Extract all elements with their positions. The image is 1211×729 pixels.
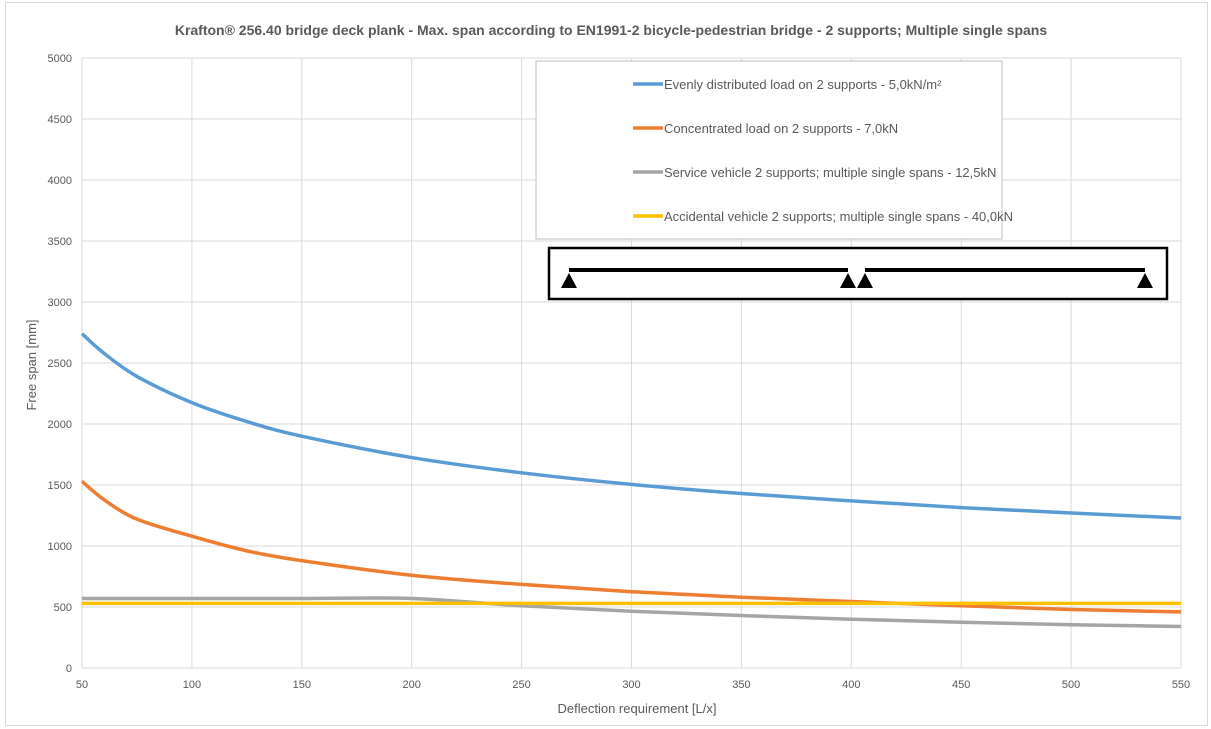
y-tick-label: 3500 xyxy=(48,236,72,248)
y-tick-label: 2000 xyxy=(48,419,72,431)
chart-frame: Krafton® 256.40 bridge deck plank - Max.… xyxy=(5,2,1208,726)
gridlines xyxy=(81,57,1182,669)
support-triangle-icon xyxy=(561,273,577,288)
y-tick-label: 5000 xyxy=(48,53,72,65)
y-tick-label: 1000 xyxy=(48,541,72,553)
legend-label: Concentrated load on 2 supports - 7,0kN xyxy=(664,121,898,136)
support-triangle-icon xyxy=(857,273,873,288)
support-triangle-icon xyxy=(1137,273,1153,288)
legend-label: Accidental vehicle 2 supports; multiple … xyxy=(664,209,1013,224)
legend-label: Evenly distributed load on 2 supports - … xyxy=(664,77,942,92)
support-diagram xyxy=(547,246,1169,301)
x-tick-label: 50 xyxy=(76,679,88,691)
y-tick-labels: 0 500 1000 1500 2000 2500 3000 3500 4000 4500 5000 xyxy=(48,53,72,675)
series-lines xyxy=(80,332,1182,629)
x-tick-label: 550 xyxy=(1172,679,1190,691)
legend-label: Service vehicle 2 supports; multiple sin… xyxy=(664,165,996,180)
series-line-2 xyxy=(80,479,1182,614)
legend-box xyxy=(535,60,1003,240)
chart-title: Krafton® 256.40 bridge deck plank - Max.… xyxy=(175,22,1048,38)
x-axis-title: Deflection requirement [L/x] xyxy=(558,701,717,716)
y-tick-label: 4000 xyxy=(48,175,72,187)
y-tick-label: 4500 xyxy=(48,114,72,126)
y-tick-label: 1500 xyxy=(48,480,72,492)
series-line-3 xyxy=(81,596,1182,629)
series-line-1 xyxy=(80,332,1182,520)
y-axis-title: Free span [mm] xyxy=(24,319,39,410)
x-tick-label: 350 xyxy=(732,679,750,691)
legend: Evenly distributed load on 2 supports - … xyxy=(535,60,1013,240)
x-tick-label: 450 xyxy=(952,679,970,691)
y-tick-label: 2500 xyxy=(48,358,72,370)
y-tick-label: 3000 xyxy=(48,297,72,309)
x-tick-label: 500 xyxy=(1062,679,1080,691)
x-tick-label: 100 xyxy=(183,679,201,691)
line-chart: Krafton® 256.40 bridge deck plank - Max.… xyxy=(24,22,1190,716)
x-tick-label: 250 xyxy=(512,679,530,691)
diagram-box xyxy=(547,246,1169,301)
x-tick-labels: 50 100 150 200 250 300 350 400 450 500 550 xyxy=(76,679,1190,691)
x-tick-label: 200 xyxy=(403,679,421,691)
x-tick-label: 300 xyxy=(622,679,640,691)
y-tick-label: 500 xyxy=(54,602,72,614)
support-triangle-icon xyxy=(840,273,856,288)
x-tick-label: 150 xyxy=(293,679,311,691)
x-tick-label: 400 xyxy=(842,679,860,691)
y-tick-label: 0 xyxy=(66,663,72,675)
